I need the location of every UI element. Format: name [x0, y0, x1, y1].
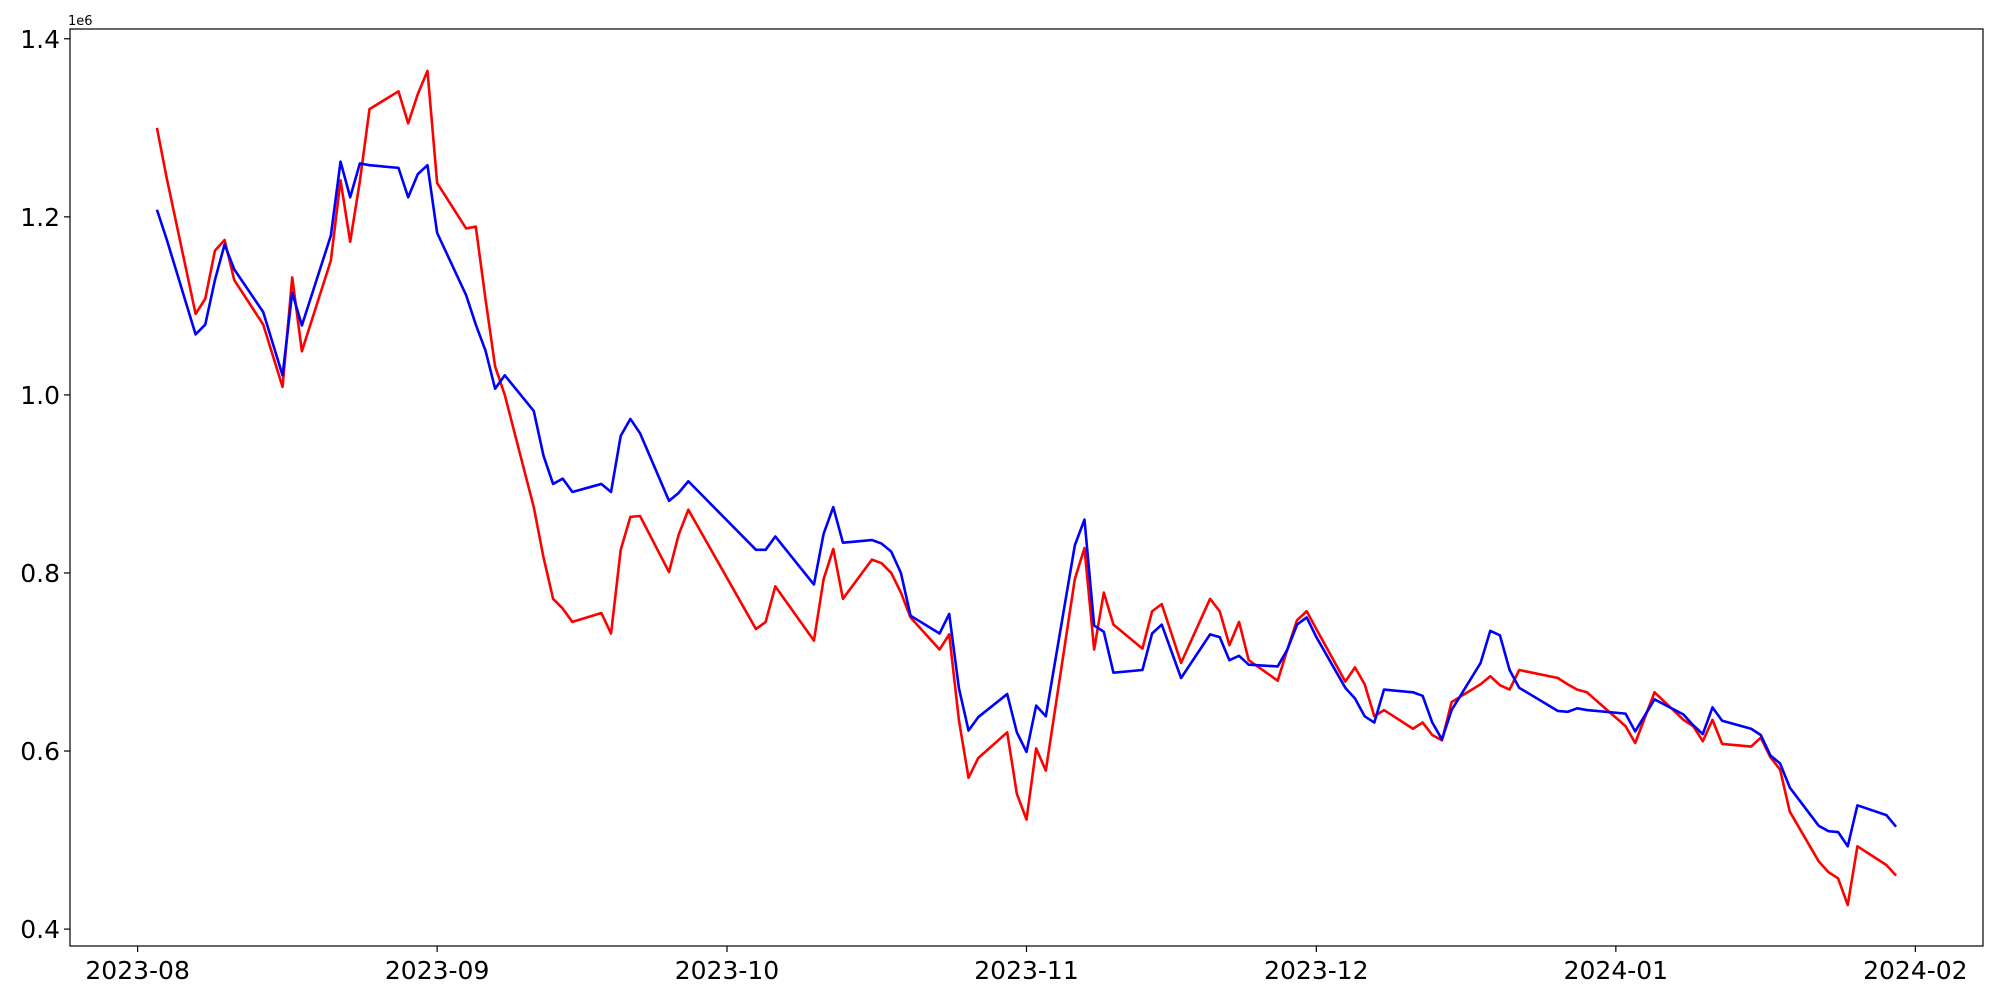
y-tick-label: 0.4	[20, 915, 60, 944]
x-tick-label: 2024-02	[1863, 956, 1967, 985]
y-tick-label: 1.0	[20, 381, 60, 410]
x-tick-label: 2023-08	[85, 956, 189, 985]
y-tick-label: 1.2	[20, 203, 60, 232]
x-tick-label: 2023-11	[974, 956, 1078, 985]
y-tick-label: 1.4	[20, 25, 60, 54]
series-line	[155, 69, 1898, 907]
y-tick-label: 0.8	[20, 559, 60, 588]
offset-text: 1e6	[68, 14, 93, 29]
series-line	[155, 160, 1898, 848]
x-tick-label: 2023-09	[385, 956, 489, 985]
x-tick-label: 2023-10	[675, 956, 779, 985]
plot-frame	[69, 28, 1984, 947]
y-tick-label: 0.6	[20, 737, 60, 766]
x-tick-label: 2023-12	[1264, 956, 1368, 985]
x-tick-label: 2024-01	[1564, 956, 1668, 985]
